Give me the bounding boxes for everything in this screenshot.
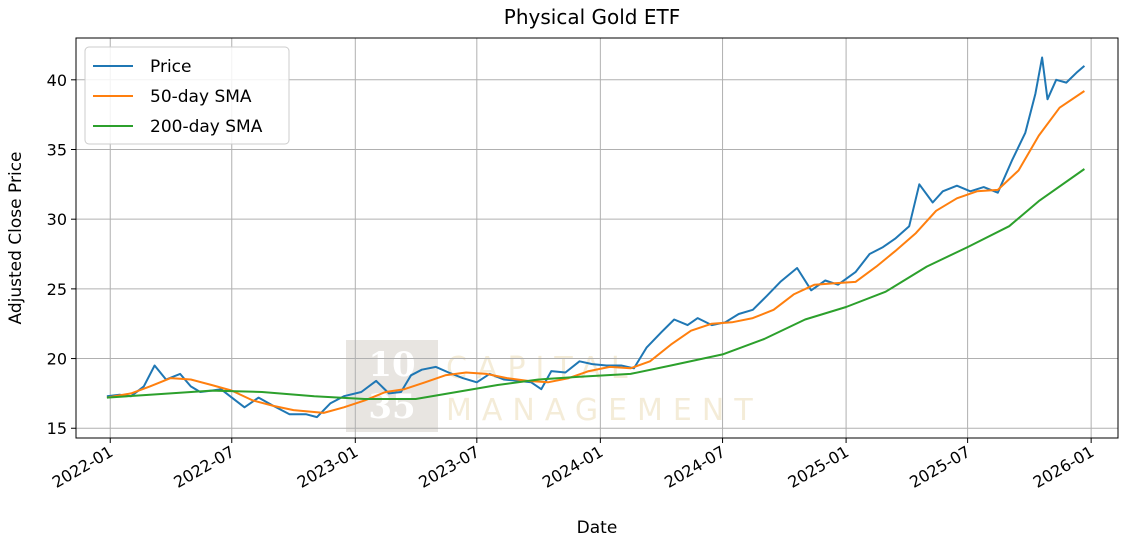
x-axis: 2022-01 2022-07 2023-01 2023-07 2024-01 2024-… [49, 438, 1097, 492]
y-axis-title: Adjusted Close Price [6, 152, 26, 325]
x-tick-label: 2026-01 [1030, 442, 1097, 492]
watermark-logo: 10 35 CAPITAL MANAGEMENT [346, 340, 763, 432]
legend: Price 50-day SMA 200-day SMA [84, 46, 290, 145]
series-line-0 [106, 56, 1086, 419]
x-tick-label: 2022-01 [49, 442, 116, 492]
y-tick-label: 25 [47, 280, 67, 299]
x-tick-label: 2023-01 [294, 442, 361, 492]
x-tick-label: 2023-07 [415, 442, 482, 492]
x-tick-label: 2024-01 [539, 442, 606, 492]
y-tick-label: 40 [47, 71, 67, 90]
chart-title: Physical Gold ETF [504, 5, 680, 29]
watermark-numeral-top: 10 [368, 345, 415, 385]
y-tick-label: 20 [47, 350, 67, 369]
y-tick-label: 15 [47, 419, 67, 438]
legend-box [84, 46, 290, 145]
legend-label: 200-day SMA [150, 117, 263, 137]
x-axis-title: Date [577, 518, 618, 538]
y-tick-label: 30 [47, 210, 67, 229]
plot-frame [75, 37, 1119, 439]
series-lines [106, 56, 1086, 419]
x-tick-label: 2022-07 [170, 442, 237, 492]
x-tick-label: 2025-01 [785, 442, 852, 492]
y-tick-label: 35 [47, 140, 67, 159]
watermark-logo-badge [346, 340, 438, 432]
x-tick-label: 2024-07 [661, 442, 728, 492]
legend-label: Price [150, 57, 191, 77]
series-line-1 [106, 90, 1085, 414]
y-axis: 15 20 25 30 35 40 [47, 71, 76, 438]
legend-label: 50-day SMA [150, 87, 252, 107]
watermark-word-bottom: MANAGEMENT [446, 393, 763, 428]
series-line-2 [106, 168, 1085, 400]
x-tick-label: 2025-07 [906, 442, 973, 492]
